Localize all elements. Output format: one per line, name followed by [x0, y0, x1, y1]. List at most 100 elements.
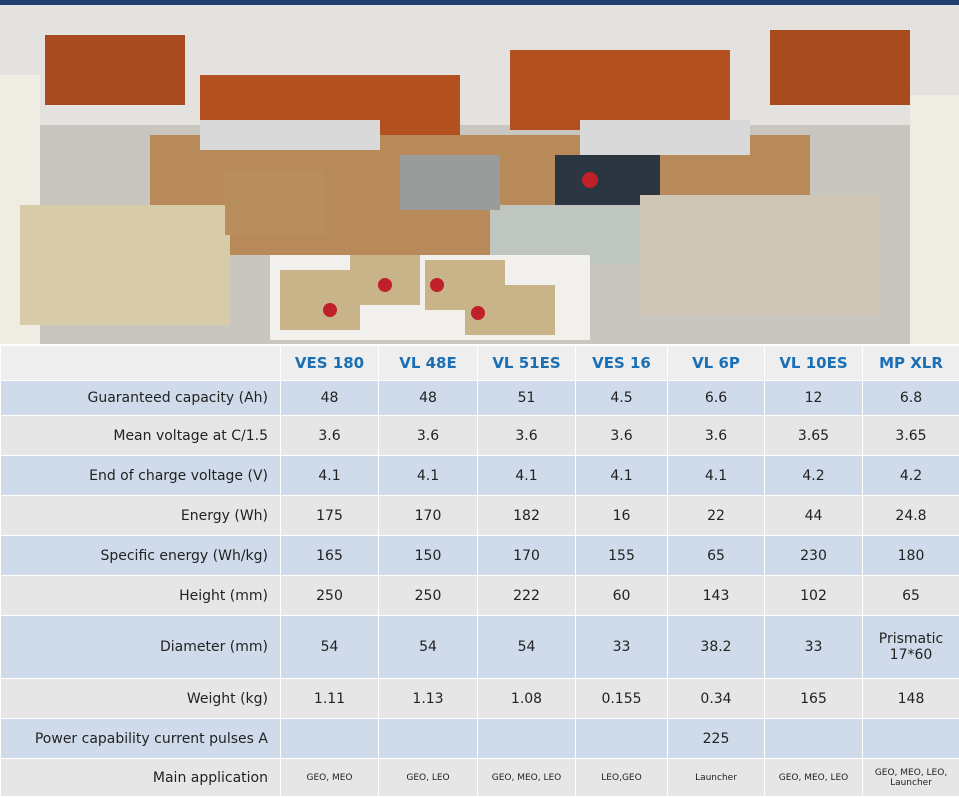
row-label: Weight (kg)	[1, 679, 281, 719]
cell: 6.6	[668, 381, 765, 416]
cell: 4.1	[668, 456, 765, 496]
row-label: Specific energy (Wh/kg)	[1, 536, 281, 576]
cell: 222	[478, 576, 576, 616]
cell: Launcher	[668, 759, 765, 797]
row-label: Mean voltage at C/1.5	[1, 416, 281, 456]
cell: 60	[576, 576, 668, 616]
cell: 0.34	[668, 679, 765, 719]
cell: 165	[765, 679, 863, 719]
cell: 54	[379, 616, 478, 679]
cell: 230	[765, 536, 863, 576]
photo	[0, 5, 959, 344]
column-header: VL 48E	[379, 346, 478, 381]
cell: 3.65	[863, 416, 959, 456]
column-header: VL 6P	[668, 346, 765, 381]
column-header: MP XLR	[863, 346, 959, 381]
column-header: VL 51ES	[478, 346, 576, 381]
cell: 4.2	[863, 456, 959, 496]
row-label: Guaranteed capacity (Ah)	[1, 381, 281, 416]
cell: 3.6	[478, 416, 576, 456]
cell: GEO, MEO	[281, 759, 379, 797]
cell: 250	[281, 576, 379, 616]
cell: 3.65	[765, 416, 863, 456]
cell: 1.13	[379, 679, 478, 719]
column-header: VL 10ES	[765, 346, 863, 381]
cell: 1.08	[478, 679, 576, 719]
row-label: End of charge voltage (V)	[1, 456, 281, 496]
page: {"table": { "header": ["VES 180", "VL 48…	[0, 0, 959, 796]
cell: 54	[478, 616, 576, 679]
cell: 1.11	[281, 679, 379, 719]
cell: 65	[863, 576, 959, 616]
cell: Prismatic 17*60	[863, 616, 959, 679]
cell: GEO, MEO, LEO, Launcher	[863, 759, 959, 797]
row-label: Power capability current pulses A	[1, 719, 281, 759]
row-label: Height (mm)	[1, 576, 281, 616]
cell: 4.1	[379, 456, 478, 496]
row-label: Energy (Wh)	[1, 496, 281, 536]
cell: 4.1	[281, 456, 379, 496]
cell	[281, 719, 379, 759]
cell: 180	[863, 536, 959, 576]
cell: 4.5	[576, 381, 668, 416]
cell: 143	[668, 576, 765, 616]
table-row: Power capability current pulses A 225	[1, 719, 959, 759]
cell: 65	[668, 536, 765, 576]
cell: 250	[379, 576, 478, 616]
cell: 170	[478, 536, 576, 576]
column-header: VES 180	[281, 346, 379, 381]
cell: 4.2	[765, 456, 863, 496]
cell: 6.8	[863, 381, 959, 416]
cell: 170	[379, 496, 478, 536]
corner-cell	[1, 346, 281, 381]
cell: 3.6	[379, 416, 478, 456]
cell: 38.2	[668, 616, 765, 679]
cell	[863, 719, 959, 759]
cell: GEO, MEO, LEO	[765, 759, 863, 797]
cell: 4.1	[576, 456, 668, 496]
cell: 54	[281, 616, 379, 679]
cell: 16	[576, 496, 668, 536]
cell: GEO, LEO	[379, 759, 478, 797]
cell: 150	[379, 536, 478, 576]
cell: 3.6	[281, 416, 379, 456]
cell: 165	[281, 536, 379, 576]
cell: 155	[576, 536, 668, 576]
cell: 48	[281, 381, 379, 416]
cell	[576, 719, 668, 759]
cell: 48	[379, 381, 478, 416]
cell: 225	[668, 719, 765, 759]
cell	[765, 719, 863, 759]
column-header: VES 16	[576, 346, 668, 381]
cell: 148	[863, 679, 959, 719]
cell: 44	[765, 496, 863, 536]
cell	[379, 719, 478, 759]
cell: 182	[478, 496, 576, 536]
cell: 4.1	[478, 456, 576, 496]
cell: 3.6	[668, 416, 765, 456]
cell: 33	[765, 616, 863, 679]
cell: 24.8	[863, 496, 959, 536]
row-label: Main application	[1, 759, 281, 797]
cell: 51	[478, 381, 576, 416]
row-label: Diameter (mm)	[1, 616, 281, 679]
cell: 102	[765, 576, 863, 616]
cell: 3.6	[576, 416, 668, 456]
cell: 33	[576, 616, 668, 679]
cell: GEO, MEO, LEO	[478, 759, 576, 797]
cell	[478, 719, 576, 759]
cell: 12	[765, 381, 863, 416]
cell: 175	[281, 496, 379, 536]
cell: 22	[668, 496, 765, 536]
cell: 0.155	[576, 679, 668, 719]
